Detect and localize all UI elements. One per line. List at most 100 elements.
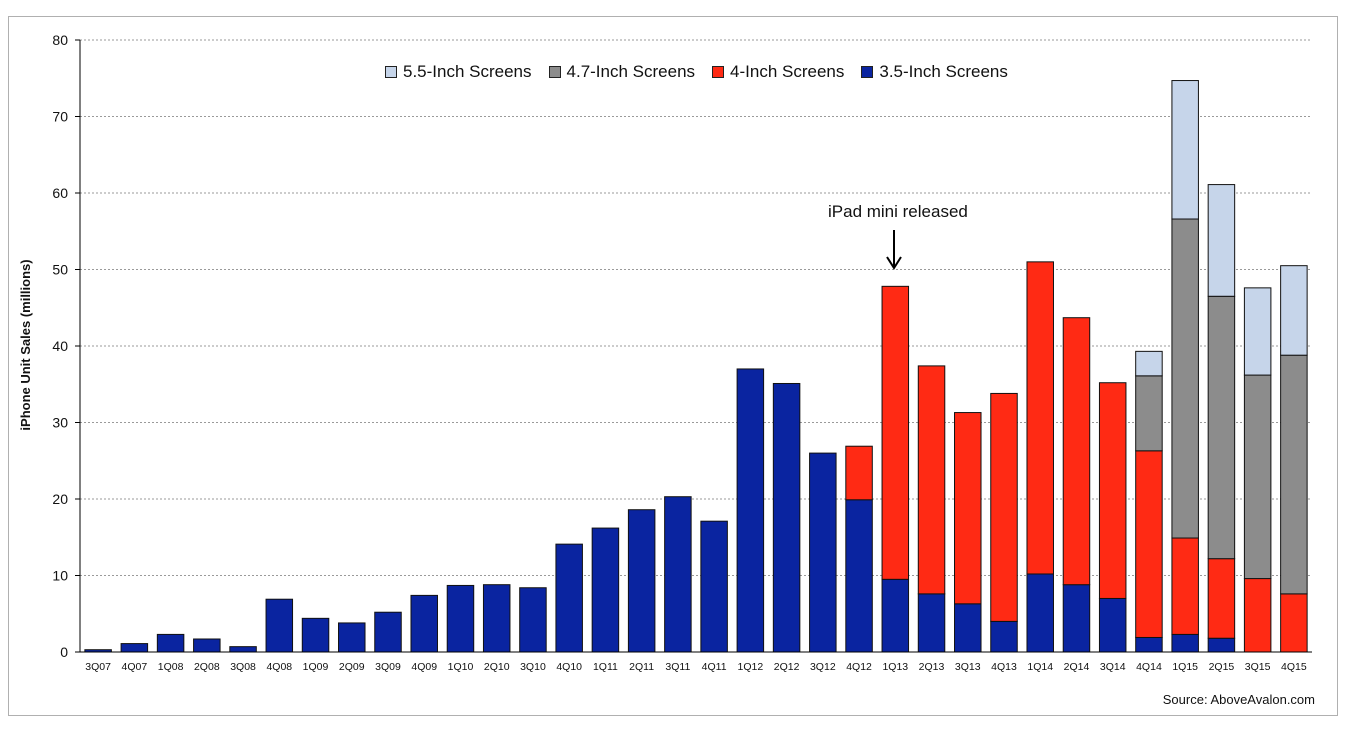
bar-4Q09-3-5-inch-screens	[410, 594, 438, 653]
x-tick-label: 3Q09	[375, 661, 401, 673]
x-tick-label: 1Q14	[1027, 661, 1053, 673]
y-axis-label: iPhone Unit Sales (millions)	[18, 259, 33, 430]
x-tick-label: 4Q10	[556, 661, 582, 673]
bar-4Q10-3-5-inch-screens	[555, 543, 583, 653]
bar-2Q15-5-5-inch-screens	[1207, 184, 1236, 297]
legend: 5.5-Inch Screens 4.7-Inch Screens 4-Inch…	[385, 61, 1025, 83]
x-tick-label: 4Q12	[846, 661, 872, 673]
x-tick-label: 1Q08	[158, 661, 184, 673]
legend-swatch	[861, 66, 874, 78]
x-tick-label: 1Q11	[593, 661, 618, 673]
bar-4Q14-3-5-inch-screens	[1135, 636, 1163, 653]
bar-4Q08-3-5-inch-screens	[265, 598, 294, 653]
x-tick-label: 3Q11	[665, 661, 690, 673]
x-tick-label: 2Q13	[919, 661, 945, 673]
legend-label: 3.5-Inch Screens	[879, 62, 1008, 81]
legend-item-4-7-inch: 4.7-Inch Screens	[548, 62, 696, 82]
bar-1Q10-3-5-inch-screens	[446, 584, 475, 653]
bar-2Q11-3-5-inch-screens	[627, 509, 656, 653]
y-tick-label: 40	[52, 338, 68, 354]
bars	[84, 80, 1308, 653]
legend-item-4-inch: 4-Inch Screens	[712, 62, 844, 82]
bar-2Q13-4-inch-screens	[917, 365, 946, 595]
legend-item-5-5-inch: 5.5-Inch Screens	[385, 62, 532, 82]
x-tick-label: 1Q09	[303, 661, 329, 673]
bar-3Q13-4-inch-screens	[954, 412, 982, 605]
bar-4Q15-4-inch-screens	[1280, 593, 1308, 653]
bar-4Q15-4-7-inch-screens	[1280, 354, 1308, 595]
bar-2Q09-3-5-inch-screens	[338, 622, 366, 653]
source-note: Source: AboveAvalon.com	[1162, 692, 1315, 707]
bar-1Q15-4-7-inch-screens	[1171, 218, 1199, 539]
bar-3Q15-5-5-inch-screens	[1243, 287, 1272, 376]
bar-1Q15-3-5-inch-screens	[1171, 633, 1199, 653]
bar-3Q10-3-5-inch-screens	[519, 587, 547, 653]
x-tick-label: 2Q09	[339, 661, 365, 673]
bar-1Q13-3-5-inch-screens	[881, 578, 910, 653]
legend-swatch	[548, 66, 561, 78]
legend-label: 4.7-Inch Screens	[566, 62, 696, 81]
bar-2Q12-3-5-inch-screens	[772, 382, 801, 653]
bar-3Q11-3-5-inch-screens	[664, 496, 692, 653]
bar-1Q15-5-5-inch-screens	[1171, 80, 1199, 220]
y-tick-label: 50	[52, 262, 68, 278]
bar-1Q15-4-inch-screens	[1171, 537, 1199, 635]
bar-3Q15-4-inch-screens	[1243, 578, 1272, 653]
bar-4Q15-5-5-inch-screens	[1280, 265, 1308, 356]
x-tick-label: 2Q11	[629, 661, 654, 673]
x-tick-label: 1Q12	[738, 661, 764, 673]
bar-2Q15-4-inch-screens	[1207, 558, 1236, 639]
bar-4Q11-3-5-inch-screens	[700, 520, 728, 653]
y-tick-label: 20	[52, 491, 68, 507]
bar-1Q14-4-inch-screens	[1026, 261, 1054, 575]
bar-3Q14-4-inch-screens	[1098, 382, 1127, 599]
legend-swatch	[385, 66, 397, 78]
x-tick-label: 1Q15	[1172, 661, 1198, 673]
x-tick-label: 3Q10	[520, 661, 546, 673]
bar-3Q12-3-5-inch-screens	[809, 452, 837, 653]
y-tick-label: 80	[52, 32, 68, 48]
bar-2Q13-3-5-inch-screens	[917, 593, 946, 653]
bar-3Q08-3-5-inch-screens	[229, 646, 257, 653]
legend-label: 5.5-Inch Screens	[403, 62, 532, 81]
bar-3Q09-3-5-inch-screens	[374, 611, 402, 653]
x-tick-label: 4Q08	[266, 661, 292, 673]
gridlines	[80, 39, 1312, 576]
bar-2Q15-4-7-inch-screens	[1207, 295, 1236, 560]
bar-4Q07-3-5-inch-screens	[120, 643, 149, 653]
legend-label: 4-Inch Screens	[730, 62, 845, 81]
x-tick-label: 3Q07	[85, 661, 111, 673]
y-tick-label: 10	[52, 568, 68, 584]
bar-4Q12-4-inch-screens	[845, 445, 873, 501]
x-tick-label: 2Q15	[1209, 661, 1235, 673]
bar-2Q14-4-inch-screens	[1062, 317, 1091, 586]
y-axis-ticks: 0 10 20 30 40 50 60 70 80	[52, 32, 80, 660]
bar-4Q14-4-inch-screens	[1135, 450, 1163, 638]
bar-4Q13-3-5-inch-screens	[990, 620, 1018, 653]
bar-3Q15-4-7-inch-screens	[1243, 374, 1272, 580]
x-tick-label: 2Q12	[774, 661, 800, 673]
annotation-arrow-icon	[886, 230, 902, 270]
y-tick-label: 30	[52, 415, 68, 431]
x-tick-label: 1Q10	[448, 661, 474, 673]
bar-1Q11-3-5-inch-screens	[591, 527, 620, 653]
legend-item-3-5-inch: 3.5-Inch Screens	[861, 62, 1008, 82]
x-tick-label: 2Q14	[1064, 661, 1090, 673]
x-tick-label: 3Q15	[1245, 661, 1271, 673]
x-tick-label: 4Q15	[1281, 661, 1307, 673]
x-tick-label: 4Q11	[702, 661, 727, 673]
bar-1Q08-3-5-inch-screens	[156, 633, 185, 653]
bar-4Q13-4-inch-screens	[990, 392, 1018, 622]
bar-2Q14-3-5-inch-screens	[1062, 584, 1091, 653]
x-tick-label: 3Q14	[1100, 661, 1126, 673]
x-tick-label: 4Q09	[411, 661, 437, 673]
bar-1Q12-3-5-inch-screens	[736, 368, 765, 653]
annotation-ipad-mini: iPad mini released	[828, 202, 968, 221]
x-tick-label: 4Q07	[122, 661, 148, 673]
x-tick-label: 3Q12	[810, 661, 836, 673]
bar-1Q14-3-5-inch-screens	[1026, 573, 1054, 653]
y-tick-label: 0	[60, 644, 68, 660]
bar-4Q14-4-7-inch-screens	[1135, 375, 1163, 452]
bar-2Q10-3-5-inch-screens	[482, 584, 511, 653]
